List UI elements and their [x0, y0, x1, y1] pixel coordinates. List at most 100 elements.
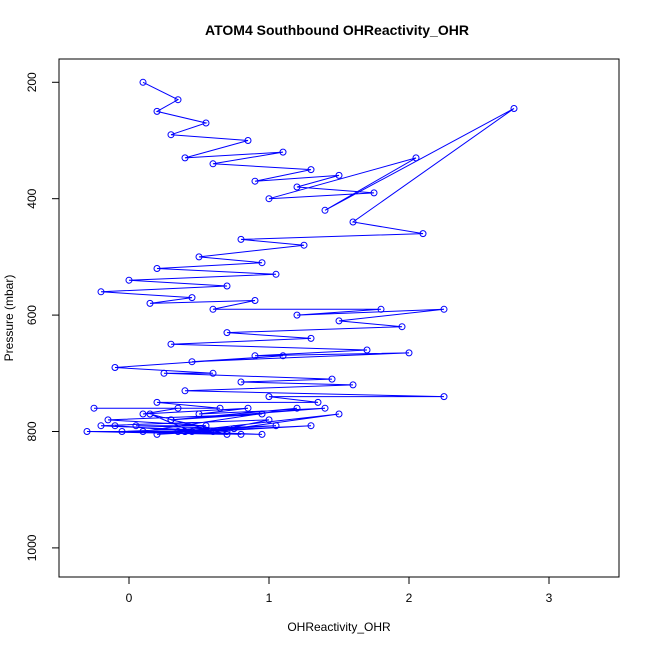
data-point	[83, 428, 91, 435]
data-point	[209, 160, 217, 168]
x-tick-label: 1	[266, 591, 273, 605]
y-tick-label: 1000	[25, 534, 39, 561]
data-point	[265, 416, 273, 424]
data-point	[174, 96, 182, 104]
x-axis-label: OHReactivity_OHR	[287, 620, 391, 634]
data-point	[300, 241, 308, 249]
data-point	[293, 404, 301, 412]
data-point	[244, 137, 252, 144]
data-point	[202, 422, 210, 430]
data-point	[307, 166, 315, 174]
y-tick-label: 800	[25, 421, 39, 441]
data-point	[223, 430, 231, 438]
data-point	[398, 323, 406, 331]
data-point	[139, 428, 147, 435]
data-point	[349, 218, 357, 226]
data-point	[195, 253, 203, 261]
y-axis-label: Pressure (mbar)	[2, 275, 16, 362]
data-point	[125, 276, 133, 284]
data-point	[174, 404, 182, 412]
plot-marks	[83, 78, 518, 438]
data-point	[167, 340, 175, 348]
data-point	[188, 358, 196, 366]
data-point	[237, 378, 245, 386]
data-point	[293, 311, 301, 319]
data-point	[153, 107, 161, 115]
data-point	[118, 428, 126, 435]
y-axis: 200 400 600 800 1000	[25, 72, 60, 561]
data-point	[139, 78, 147, 86]
data-point	[167, 416, 175, 424]
data-point	[237, 235, 245, 243]
data-point	[251, 352, 259, 360]
data-point	[230, 425, 238, 433]
data-point	[510, 105, 518, 112]
y-tick-label: 600	[25, 305, 39, 325]
data-point	[265, 393, 273, 401]
data-point	[195, 410, 203, 418]
data-point	[97, 422, 105, 430]
data-point	[97, 288, 105, 296]
data-point	[321, 206, 329, 214]
data-point	[251, 297, 259, 304]
data-point	[258, 259, 266, 267]
data-point	[160, 369, 168, 377]
data-point	[377, 305, 385, 313]
x-axis: 0 1 2 3	[126, 576, 553, 605]
data-point	[223, 329, 231, 337]
data-point	[111, 364, 119, 371]
data-point	[293, 183, 301, 191]
data-point	[335, 171, 343, 179]
data-point	[181, 387, 189, 395]
data-point	[174, 428, 182, 435]
data-point	[349, 381, 357, 389]
data-point	[181, 428, 189, 435]
data-point	[440, 393, 448, 401]
data-point	[370, 189, 378, 197]
data-point	[307, 334, 315, 342]
data-point	[419, 230, 427, 238]
data-point	[167, 131, 175, 139]
data-point	[111, 422, 119, 430]
data-point	[307, 422, 315, 430]
data-point	[209, 428, 217, 435]
data-point	[90, 404, 98, 412]
data-point	[139, 410, 147, 418]
data-point	[412, 154, 420, 162]
data-point	[440, 305, 448, 313]
data-point	[146, 410, 154, 418]
data-point	[216, 404, 224, 412]
data-point	[272, 422, 280, 430]
data-point	[188, 428, 196, 435]
data-point	[132, 422, 140, 430]
data-point	[202, 119, 210, 127]
data-point	[104, 416, 112, 424]
data-point	[209, 305, 217, 313]
data-point	[279, 148, 287, 156]
data-point	[251, 177, 259, 185]
y-tick-label: 200	[25, 72, 39, 92]
data-point	[328, 375, 336, 383]
data-point	[188, 294, 196, 302]
data-point	[237, 430, 245, 438]
data-point	[153, 265, 161, 272]
data-point	[209, 369, 217, 377]
data-point	[244, 404, 252, 412]
data-point	[265, 195, 273, 203]
data-point	[335, 317, 343, 325]
data-point	[363, 346, 371, 354]
data-point	[153, 398, 161, 406]
data-point	[223, 428, 231, 435]
data-point	[335, 410, 343, 418]
chart-title: ATOM4 Southbound OHReactivity_OHR	[205, 22, 469, 38]
data-point	[405, 349, 413, 357]
x-tick-label: 3	[546, 591, 553, 605]
x-tick-label: 2	[406, 591, 413, 605]
x-tick-label: 0	[126, 591, 133, 605]
y-tick-label: 400	[25, 188, 39, 208]
data-point	[279, 352, 287, 360]
data-point	[258, 410, 266, 418]
data-point	[146, 299, 154, 307]
